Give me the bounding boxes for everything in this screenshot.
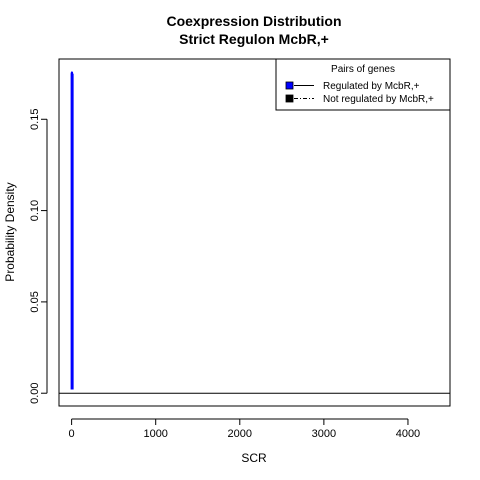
plot-area-frame [58,58,451,407]
legend-swatch-regulated [285,81,294,90]
series-line-regulated [70,71,74,390]
legend-entry-regulated: Regulated by McbR,+ [323,81,420,92]
legend-box [275,58,451,111]
x-tick-label: 0 [69,428,75,440]
chart-subtitle: Strict Regulon McbR,+ [179,31,329,47]
y-axis-label: Probability Density [3,182,17,281]
legend-swatch-not-regulated [285,94,294,103]
x-axis-label: SCR [241,451,267,465]
x-tick-label: 3000 [312,428,336,440]
legend-entry-not-regulated: Not regulated by McbR,+ [323,94,434,105]
y-tick-label: 0.05 [29,291,41,312]
y-tick-label: 0.10 [29,200,41,221]
legend-title: Pairs of genes [331,64,395,75]
series-layer [59,71,450,394]
y-tick-label: 0.15 [29,109,41,130]
chart-title: Coexpression Distribution [166,13,341,29]
y-tick-label: 0.00 [29,383,41,404]
x-axis: 0 1000 2000 3000 4000 [69,418,420,440]
x-tick-label: 1000 [143,428,167,440]
x-tick-label: 2000 [228,428,252,440]
y-axis: 0.00 0.05 0.10 0.15 [29,109,48,404]
legend: Pairs of genes Regulated by McbR,+ Not r… [275,58,451,111]
x-tick-label: 4000 [396,428,420,440]
